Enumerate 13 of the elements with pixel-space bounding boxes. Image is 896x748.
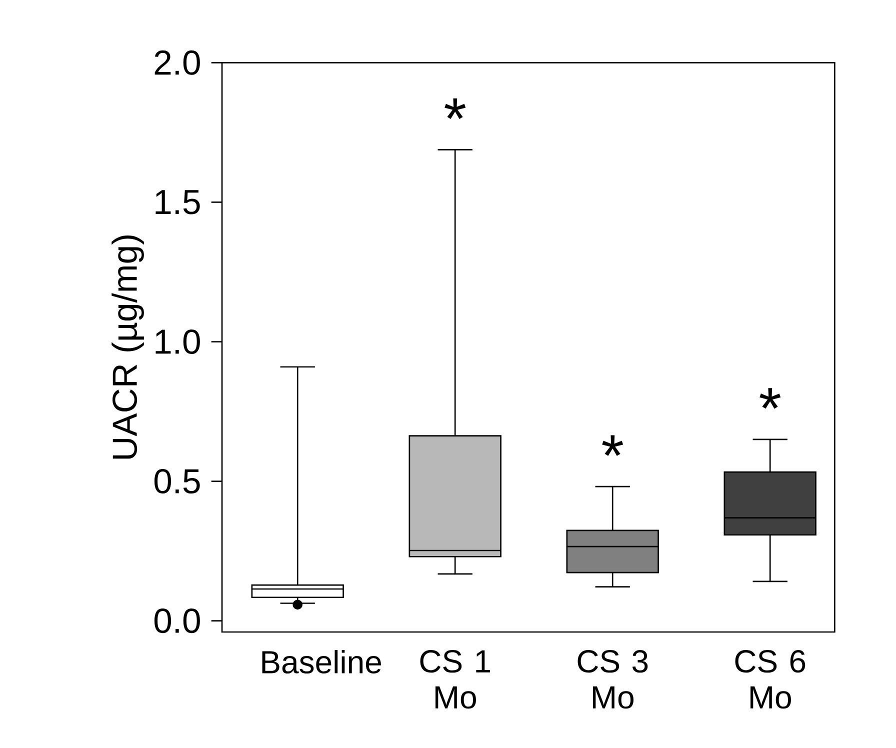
x-tick-label: CS 3 Mo <box>578 650 648 709</box>
annotation: * <box>602 435 624 456</box>
annotation: * <box>444 98 466 120</box>
annotation: * <box>760 388 781 409</box>
y-tick-label: 1.0 <box>156 329 200 354</box>
y-axis-title: UACR (µg/mg) <box>112 236 144 459</box>
y-tick-label: 1.5 <box>156 190 200 214</box>
x-tick-label: CS 1 Mo <box>420 650 490 709</box>
y-tick-label: 2.0 <box>154 50 200 75</box>
x-tick-label: Baseline <box>262 650 381 674</box>
y-tick-label: 0.5 <box>154 468 200 494</box>
y-tick-label: 0.0 <box>154 608 200 634</box>
x-tick-label: CS 6 Mo <box>735 650 806 709</box>
